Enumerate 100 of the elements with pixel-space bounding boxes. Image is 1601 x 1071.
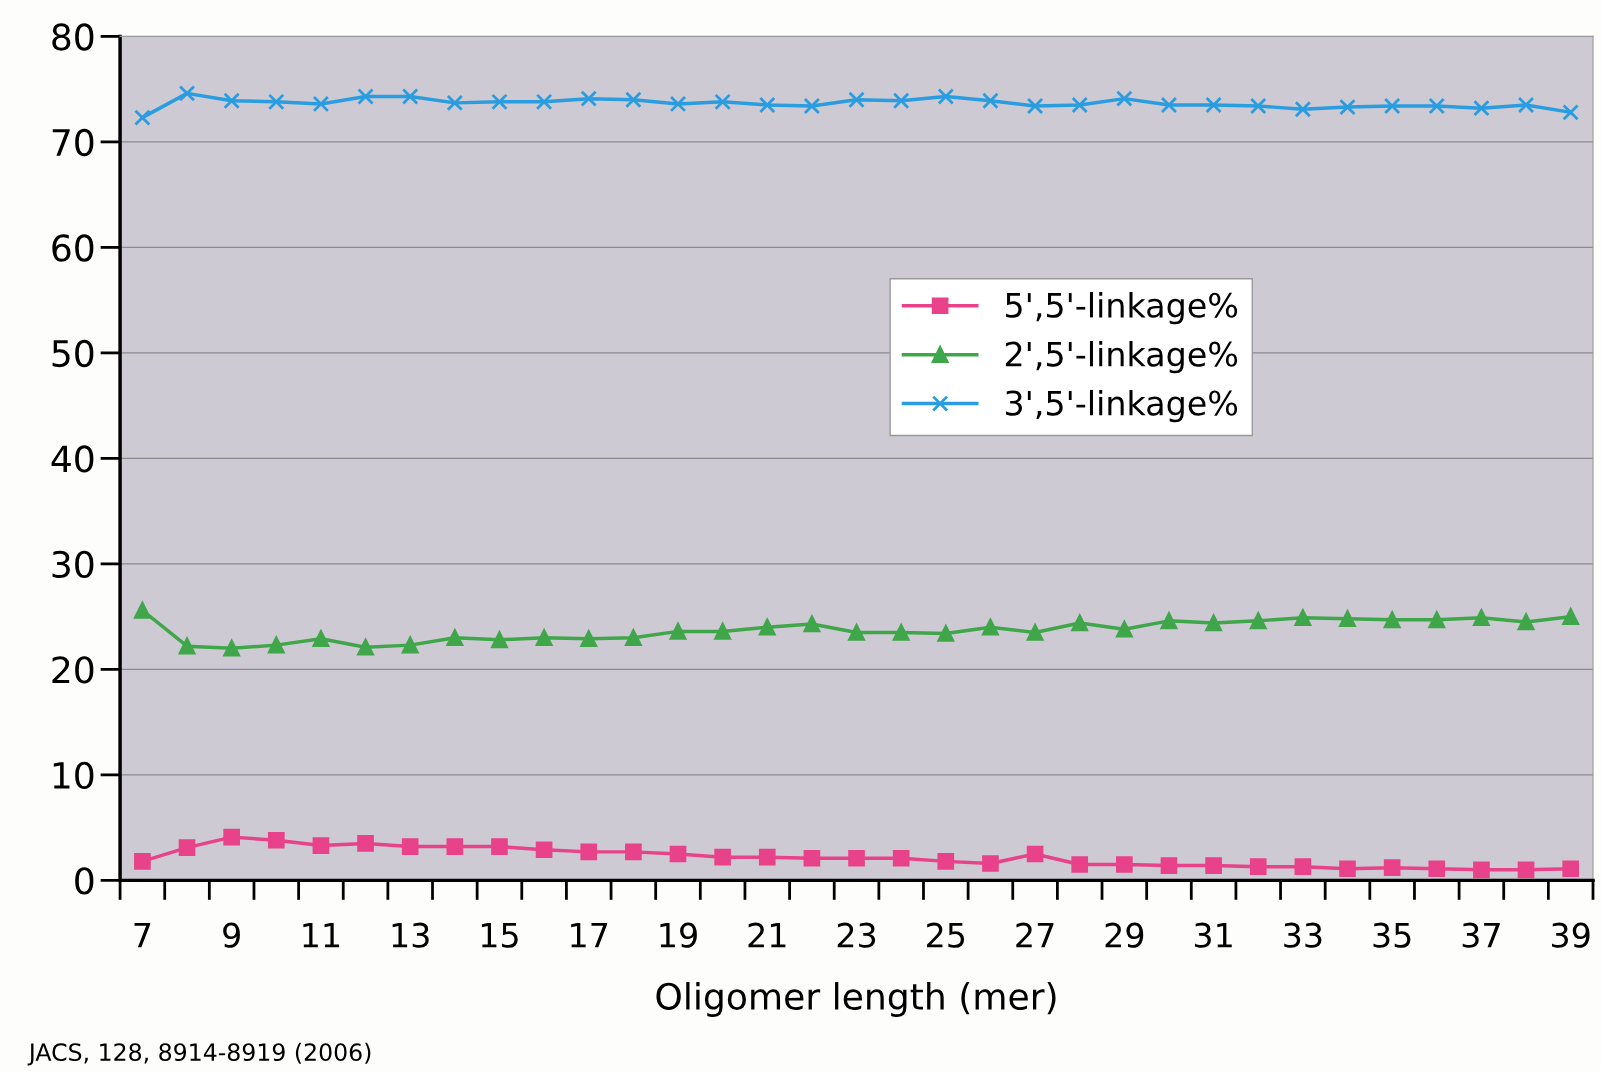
- point: [580, 630, 598, 648]
- text: JACS, 128, 8914-8919 (2006): [27, 1042, 371, 1066]
- point: [580, 90, 598, 107]
- point: [491, 838, 508, 855]
- legend-label: 3',5'-linkage%: [1006, 389, 1238, 423]
- x-tick-label: 33: [1284, 922, 1322, 948]
- point: [1071, 856, 1089, 873]
- x-tick-label: 17: [571, 923, 608, 948]
- point: [937, 853, 955, 870]
- x-tick-label: 31: [1194, 922, 1232, 948]
- point: [758, 848, 776, 866]
- point: [535, 841, 553, 859]
- x-tick-label: 7: [134, 923, 151, 948]
- point: [982, 855, 999, 872]
- point: [1562, 608, 1580, 625]
- point: [1026, 97, 1044, 115]
- point: [312, 630, 330, 648]
- point: [1160, 612, 1178, 630]
- x-tick-label: 37: [1462, 922, 1500, 948]
- point: [1562, 104, 1580, 121]
- point: [1249, 612, 1267, 630]
- point: [892, 624, 910, 641]
- point: [1339, 860, 1356, 878]
- x-tick-label: 9: [223, 922, 240, 948]
- x-tick-label: 11: [303, 923, 340, 948]
- point: [625, 91, 642, 109]
- point: [1071, 614, 1089, 632]
- point: [1294, 100, 1312, 118]
- y-tick-label: 0: [75, 867, 94, 895]
- point: [446, 94, 464, 112]
- point: [134, 853, 151, 870]
- point: [1428, 97, 1446, 115]
- point: [1473, 609, 1490, 627]
- point: [446, 629, 464, 647]
- point: [401, 838, 419, 855]
- point: [535, 93, 553, 111]
- point: [1517, 613, 1535, 631]
- y-tick-label: 10: [53, 761, 94, 790]
- y-tick-label: 20: [52, 656, 94, 684]
- point: [491, 93, 508, 111]
- y-tick-label: 50: [52, 339, 94, 368]
- y-tick-label: 30: [52, 550, 94, 579]
- point: [1116, 620, 1133, 638]
- point: [1294, 858, 1312, 875]
- x-tick-label: 25: [927, 922, 965, 948]
- point: [223, 639, 240, 657]
- point: [267, 93, 285, 111]
- point: [892, 849, 910, 867]
- point: [937, 625, 955, 642]
- point: [1205, 857, 1222, 874]
- point: [803, 849, 821, 867]
- point: [937, 88, 955, 105]
- point: [1383, 859, 1401, 877]
- point: [669, 95, 687, 113]
- point: [848, 849, 865, 867]
- point: [267, 831, 285, 849]
- x-tick-label: 29: [1105, 922, 1144, 948]
- point: [803, 97, 821, 115]
- point: [892, 92, 910, 110]
- point: [1383, 611, 1401, 629]
- point: [357, 835, 374, 852]
- point: [669, 623, 687, 640]
- point: [1294, 609, 1312, 627]
- x-tick-label: 21: [748, 922, 786, 948]
- point: [625, 629, 642, 647]
- x-tick-label: 35: [1373, 922, 1411, 948]
- x-tick-label: 15: [481, 923, 518, 948]
- point: [1205, 614, 1222, 632]
- point: [1383, 97, 1401, 115]
- point: [1116, 90, 1133, 107]
- point: [758, 96, 776, 114]
- point: [178, 839, 196, 856]
- x-axis-title: Oligomer length (mer): [656, 982, 1056, 1018]
- point: [848, 91, 865, 109]
- point: [1205, 96, 1222, 114]
- x-tick-label: 27: [1016, 922, 1054, 948]
- x-tick-label: 19: [660, 922, 697, 948]
- point: [223, 828, 240, 846]
- point: [178, 637, 196, 655]
- point: [223, 92, 240, 110]
- point: [357, 88, 374, 105]
- point: [982, 618, 999, 636]
- point: [982, 92, 999, 110]
- point: [714, 93, 731, 111]
- point: [178, 85, 196, 102]
- point: [1473, 861, 1490, 879]
- point: [312, 95, 330, 113]
- point: [1071, 96, 1089, 114]
- point: [1428, 860, 1446, 878]
- point: [714, 623, 731, 640]
- x-tick-label: 39: [1552, 922, 1590, 948]
- point: [1339, 98, 1356, 116]
- y-tick-label: 40: [51, 445, 94, 473]
- point: [580, 843, 598, 861]
- point: [803, 615, 821, 633]
- y-tick-label: 80: [52, 23, 94, 51]
- point: [1339, 610, 1356, 628]
- point: [401, 88, 419, 105]
- point: [1026, 624, 1044, 641]
- point: [535, 629, 553, 647]
